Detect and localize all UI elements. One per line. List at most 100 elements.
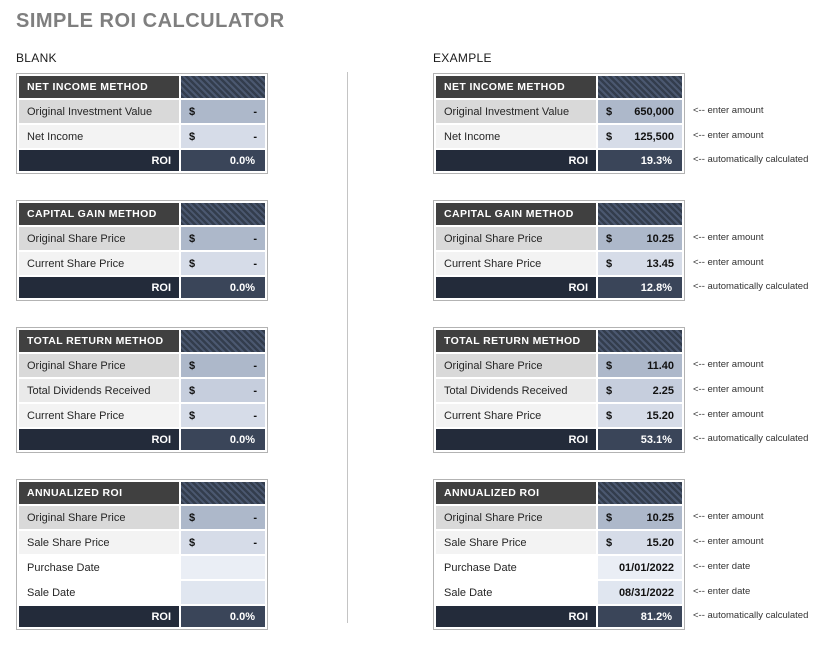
amount-input-cell[interactable]: $125,500 <box>598 125 682 148</box>
note-enter-amount: <-- enter amount <box>693 409 764 420</box>
row-label: Original Share Price <box>436 354 596 377</box>
amount-input-cell[interactable]: $ - <box>181 252 265 275</box>
amount-input-cell[interactable]: $15.20 <box>598 404 682 427</box>
row-label: Current Share Price <box>19 404 179 427</box>
roi-label: ROI <box>436 277 596 298</box>
row-label: Current Share Price <box>436 252 596 275</box>
net-income-method-table-blank: NET INCOME METHOD Original Investment Va… <box>16 73 268 174</box>
hatch-pattern-cell <box>181 76 265 98</box>
currency-symbol: $ <box>606 130 613 143</box>
capital-gain-method-table-example: CAPITAL GAIN METHOD Original Share Price… <box>433 200 808 301</box>
hatch-pattern-cell <box>598 482 682 504</box>
blank-column: BLANK NET INCOME METHOD Original Investm… <box>16 51 276 656</box>
row-label: Purchase Date <box>19 556 179 579</box>
row-label: Original Share Price <box>19 354 179 377</box>
table-header-label: NET INCOME METHOD <box>436 76 596 98</box>
note-automatically-calculated: <-- automatically calculated <box>693 281 809 292</box>
amount-input-cell[interactable]: $15.20 <box>598 531 682 554</box>
roi-label: ROI <box>436 606 596 627</box>
amount-input-cell[interactable]: $11.40 <box>598 354 682 377</box>
annualized-roi-table-blank: ANNUALIZED ROI Original Share Price $ - Sa… <box>16 479 268 630</box>
date-input-cell[interactable] <box>181 581 265 604</box>
note-enter-date: <-- enter date <box>693 561 751 572</box>
amount-input-cell[interactable]: $10.25 <box>598 506 682 529</box>
currency-symbol: $ <box>606 257 613 270</box>
currency-symbol: $ <box>189 511 196 524</box>
currency-symbol: $ <box>189 257 196 270</box>
hatch-pattern-cell <box>181 203 265 225</box>
currency-symbol: $ <box>606 384 613 397</box>
currency-symbol: $ <box>189 232 196 245</box>
amount-input-cell[interactable]: $ - <box>181 506 265 529</box>
roi-result-value: 0.0% <box>181 429 265 450</box>
currency-symbol: $ <box>606 232 613 245</box>
roi-result-value: 0.0% <box>181 150 265 171</box>
date-input-cell[interactable] <box>181 556 265 579</box>
row-label: Sale Share Price <box>436 531 596 554</box>
note-enter-amount: <-- enter amount <box>693 105 764 116</box>
note-enter-amount: <-- enter amount <box>693 384 764 395</box>
note-enter-amount: <-- enter amount <box>693 511 764 522</box>
row-label: Net Income <box>19 125 179 148</box>
note-enter-amount: <-- enter amount <box>693 359 764 370</box>
table-header-label: NET INCOME METHOD <box>19 76 179 98</box>
row-label: Original Investment Value <box>19 100 179 123</box>
capital-gain-method-table-blank: CAPITAL GAIN METHOD Original Share Price… <box>16 200 268 301</box>
row-label: Sale Share Price <box>19 531 179 554</box>
total-return-method-table-example: TOTAL RETURN METHOD Original Share Price… <box>433 327 808 453</box>
annualized-roi-table-example: ANNUALIZED ROI Original Share Price $10.2… <box>433 479 808 630</box>
date-input-cell[interactable]: 01/01/2022 <box>598 556 682 579</box>
amount-input-cell[interactable]: $ - <box>181 227 265 250</box>
date-input-cell[interactable]: 08/31/2022 <box>598 581 682 604</box>
currency-symbol: $ <box>189 409 196 422</box>
amount-value: - <box>253 511 257 524</box>
row-label: Original Share Price <box>19 227 179 250</box>
amount-value: 15.20 <box>646 409 674 422</box>
row-label: Original Share Price <box>436 227 596 250</box>
amount-input-cell[interactable]: $2.25 <box>598 379 682 402</box>
amount-value: - <box>253 105 257 118</box>
column-divider <box>347 72 348 623</box>
table-header-label: ANNUALIZED ROI <box>436 482 596 504</box>
currency-symbol: $ <box>606 359 613 372</box>
note-enter-amount: <-- enter amount <box>693 232 764 243</box>
currency-symbol: $ <box>606 511 613 524</box>
currency-symbol: $ <box>606 105 613 118</box>
row-label: Purchase Date <box>436 556 596 579</box>
amount-input-cell[interactable]: $13.45 <box>598 252 682 275</box>
currency-symbol: $ <box>189 105 196 118</box>
amount-value: - <box>253 130 257 143</box>
amount-value: - <box>253 232 257 245</box>
roi-result-value: 81.2% <box>598 606 682 627</box>
hatch-pattern-cell <box>181 482 265 504</box>
amount-input-cell[interactable]: $10.25 <box>598 227 682 250</box>
hatch-pattern-cell <box>598 76 682 98</box>
currency-symbol: $ <box>189 359 196 372</box>
amount-input-cell[interactable]: $ - <box>181 531 265 554</box>
row-label: Current Share Price <box>19 252 179 275</box>
amount-input-cell[interactable]: $ - <box>181 354 265 377</box>
amount-input-cell[interactable]: $ - <box>181 404 265 427</box>
currency-symbol: $ <box>189 130 196 143</box>
amount-input-cell[interactable]: $650,000 <box>598 100 682 123</box>
currency-symbol: $ <box>606 536 613 549</box>
table-header-label: TOTAL RETURN METHOD <box>19 330 179 352</box>
hatch-pattern-cell <box>598 203 682 225</box>
note-enter-amount: <-- enter amount <box>693 257 764 268</box>
row-label: Net Income <box>436 125 596 148</box>
row-label: Current Share Price <box>436 404 596 427</box>
date-value: 08/31/2022 <box>618 586 674 599</box>
amount-input-cell[interactable]: $ - <box>181 100 265 123</box>
roi-result-value: 19.3% <box>598 150 682 171</box>
currency-symbol: $ <box>189 536 196 549</box>
amount-value: 15.20 <box>646 536 674 549</box>
amount-value: 2.25 <box>652 384 674 397</box>
table-header-label: CAPITAL GAIN METHOD <box>19 203 179 225</box>
amount-value: 650,000 <box>634 105 674 118</box>
amount-input-cell[interactable]: $ - <box>181 379 265 402</box>
amount-value: 11.40 <box>647 359 674 372</box>
amount-value: - <box>253 409 257 422</box>
currency-symbol: $ <box>189 384 196 397</box>
amount-input-cell[interactable]: $ - <box>181 125 265 148</box>
amount-value: 125,500 <box>634 130 674 143</box>
